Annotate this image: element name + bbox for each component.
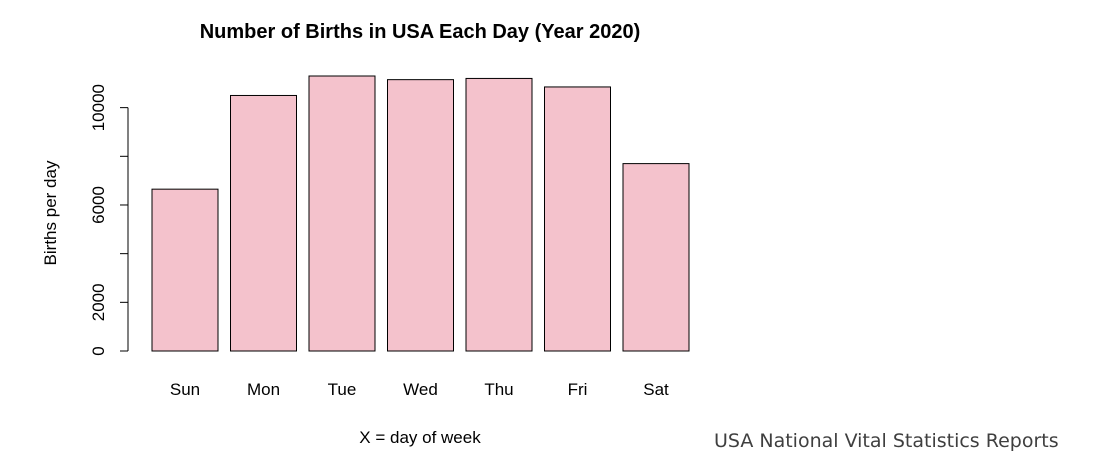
y-tick-label: 10000 [89,84,108,131]
y-tick-label: 2000 [89,283,108,321]
bar-thu [465,77,533,352]
bar-fri [544,86,611,352]
y-axis: 0 2000 6000 10000 [89,84,129,356]
x-tick-label-sat: Sat [643,380,669,399]
x-tick-labels: Sun Mon Tue Wed Thu Fri Sat [170,380,669,399]
x-tick-label-fri: Fri [568,380,588,399]
x-tick-label-mon: Mon [247,380,280,399]
chart-title: Number of Births in USA Each Day (Year 2… [200,21,641,43]
x-tick-label-wed: Wed [403,380,438,399]
x-axis-label: X = day of week [359,428,481,447]
bar-wed [387,79,454,352]
x-tick-label-tue: Tue [328,380,357,399]
x-tick-label-thu: Thu [484,380,513,399]
bars-group [151,75,690,352]
y-axis-label: Births per day [41,160,60,265]
bar-sat [622,163,690,352]
source-note: USA National Vital Statistics Reports [714,430,1059,452]
bar-sun [151,188,219,352]
x-tick-label-sun: Sun [170,380,200,399]
bar-tue [308,75,376,352]
bar-mon [230,94,297,352]
y-tick-label: 0 [89,346,108,355]
y-tick-label: 6000 [89,186,108,224]
